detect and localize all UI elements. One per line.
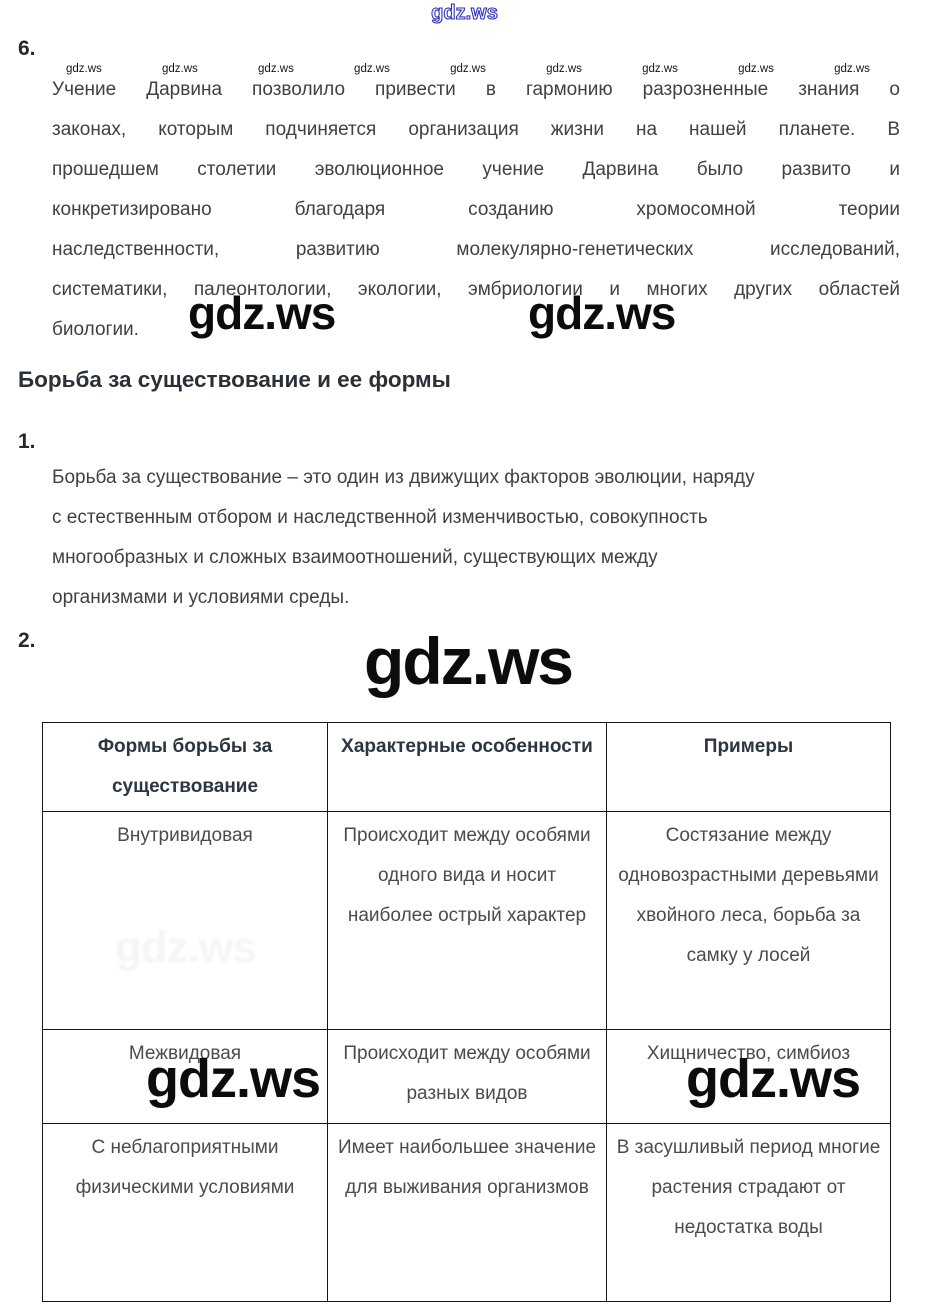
paragraph-line: многообразных и сложных взаимоотношений,… <box>52 547 658 568</box>
table-row: С неблагоприятными физическими условиями… <box>42 1123 891 1302</box>
table-header-row: Формы борьбы за существование Характерны… <box>42 722 891 812</box>
answer-1-paragraph: Борьба за существование – это один из дв… <box>52 458 922 618</box>
table-cell: Межвидовая <box>42 1029 328 1124</box>
paragraph-line: прошедшем столетии эволюционное учение Д… <box>52 159 900 180</box>
paragraph-line: организмами и условиями среды. <box>52 587 350 608</box>
table-cell: Происходит между особями одного вида и н… <box>327 811 607 1030</box>
watermark-small: gdz.ws <box>450 63 486 75</box>
question-number-6: 6. <box>18 37 36 60</box>
watermark-top: gdz.ws <box>431 2 499 24</box>
watermark-small: gdz.ws <box>354 63 390 75</box>
watermark-row2-right: gdz.ws <box>686 1049 861 1109</box>
paragraph-line: законах, которым подчиняется организация… <box>52 119 900 140</box>
table-cell: С неблагоприятными физическими условиями <box>42 1123 328 1302</box>
table-cell: Имеет наибольшее значение для выживания … <box>327 1123 607 1302</box>
watermark-giant: gdz.ws <box>364 624 574 698</box>
table-cell: Состязание между одновозрастными деревья… <box>606 811 891 1030</box>
struggle-forms-table: Формы борьбы за существование Характерны… <box>42 722 891 1302</box>
paragraph-line: конкретизировано благодаря созданию хром… <box>52 199 900 220</box>
table-header-forms: Формы борьбы за существование <box>42 722 328 812</box>
table-cell: В засушливый период многие растения стра… <box>606 1123 891 1302</box>
answer-6-paragraph: Учение Дарвина позволило привести в гарм… <box>52 70 900 350</box>
question-number-1: 1. <box>18 430 36 453</box>
watermark-row2-left: gdz.ws <box>146 1049 321 1109</box>
watermark-small: gdz.ws <box>834 63 870 75</box>
table-cell: Происходит между особями разных видов <box>327 1029 607 1124</box>
question-number-2: 2. <box>18 629 36 652</box>
paragraph-line: биологии. <box>52 319 139 340</box>
watermark-small: gdz.ws <box>546 63 582 75</box>
table-row: Внутривидовая Происходит между особями о… <box>42 811 891 1030</box>
paragraph-line: наследственности, развитию молекулярно-г… <box>52 239 900 260</box>
watermark-mid-left: gdz.ws <box>188 287 336 339</box>
paragraph-line: с естественным отбором и наследственной … <box>52 507 708 528</box>
watermark-small: gdz.ws <box>162 63 198 75</box>
table-header-features: Характерные особенности <box>327 722 607 812</box>
paragraph-line: Борьба за существование – это один из дв… <box>52 467 755 488</box>
table-row: Межвидовая Происходит между особями разн… <box>42 1029 891 1124</box>
watermark-small: gdz.ws <box>258 63 294 75</box>
table-cell: Внутривидовая <box>42 811 328 1030</box>
table-cell: Хищничество, симбиоз <box>606 1029 891 1124</box>
paragraph-line: Учение Дарвина позволило привести в гарм… <box>52 79 900 100</box>
watermark-small: gdz.ws <box>642 63 678 75</box>
paragraph-line: систематики, палеонтологии, экологии, эм… <box>52 279 900 300</box>
watermark-small: gdz.ws <box>66 63 102 75</box>
table-header-examples: Примеры <box>606 722 891 812</box>
watermark-small: gdz.ws <box>738 63 774 75</box>
watermark-small-row: gdz.ws gdz.ws gdz.ws gdz.ws gdz.ws gdz.w… <box>66 63 870 76</box>
section-heading: Борьба за существование и ее формы <box>18 367 451 392</box>
watermark-mid-right: gdz.ws <box>528 287 676 339</box>
